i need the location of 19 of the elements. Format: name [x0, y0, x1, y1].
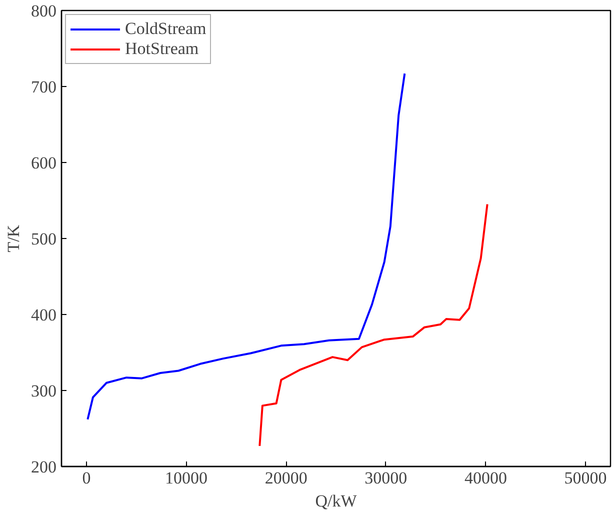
x-tick-label: 0 [82, 468, 91, 488]
x-tick-label: 20000 [264, 468, 308, 488]
legend-label: HotStream [125, 39, 199, 59]
x-tick-label: 50000 [564, 468, 607, 488]
y-tick-label: 500 [31, 230, 56, 248]
y-tick-label: 700 [31, 78, 56, 96]
line-series [86, 72, 406, 420]
x-tick-label: 30000 [364, 468, 408, 488]
y-tick-label: 400 [31, 306, 56, 324]
y-tick-label: 800 [31, 2, 56, 20]
y-tick-label: 200 [31, 458, 56, 476]
y-tick-label: 600 [31, 154, 56, 172]
legend-label: ColdStream [125, 19, 206, 39]
y-tick-label: 300 [31, 382, 56, 400]
line-series [258, 203, 488, 447]
y-axis-title: T/K [4, 224, 23, 252]
x-tick-label: 10000 [165, 468, 208, 488]
x-axis-title: Q/kW [315, 492, 358, 510]
x-tick-label: 40000 [464, 468, 507, 488]
